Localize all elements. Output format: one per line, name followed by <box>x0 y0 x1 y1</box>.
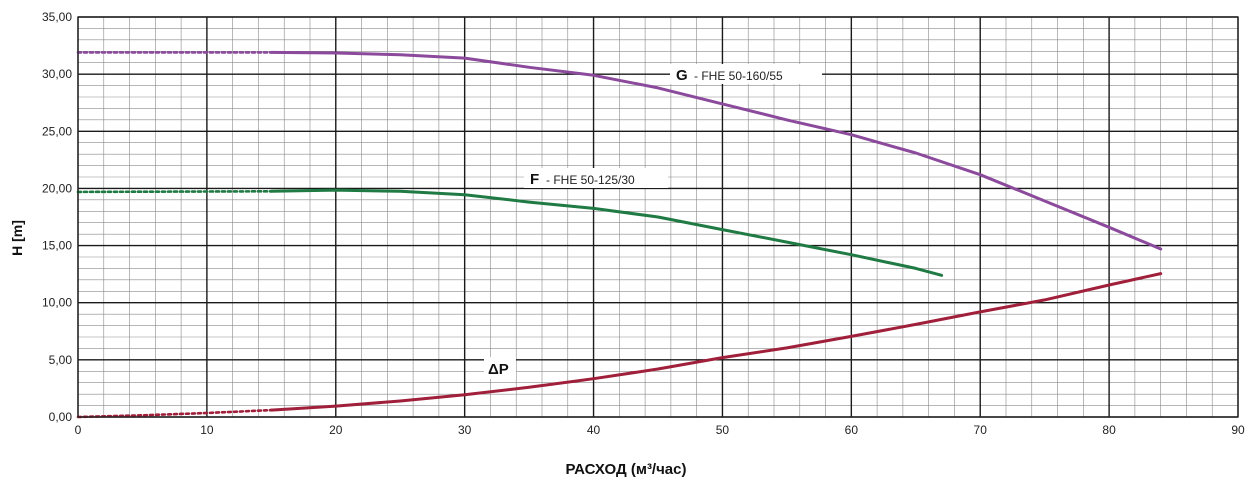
curve-label-f-model: - FHE 50-125/30 <box>546 173 635 187</box>
y-tick-label: 30,00 <box>42 67 72 81</box>
x-tick-label: 80 <box>1102 423 1116 437</box>
series-3-line <box>269 272 1163 412</box>
x-tick-labels: 0 10 20 30 40 50 60 70 80 90 <box>75 423 1245 437</box>
series-1-curve <box>76 50 1163 251</box>
curve-label-g: G - FHE 50-160/55 <box>670 64 822 84</box>
y-tick-label: 0,00 <box>49 410 73 424</box>
x-tick-label: 10 <box>200 423 214 437</box>
plot-frame <box>77 16 1239 418</box>
series-2-line <box>269 188 944 277</box>
curve-label-f-code: F <box>530 171 539 188</box>
curve-label-g-code: G <box>676 67 688 84</box>
x-tick-label: 0 <box>75 423 82 437</box>
x-tick-label: 30 <box>458 423 472 437</box>
curve-label-dp-code: ΔP <box>488 361 509 378</box>
series-3-curve <box>76 272 1163 419</box>
y-tick-label: 5,00 <box>49 353 73 367</box>
curve-labels: G - FHE 50-160/55 F - FHE 50-125/30 ΔP <box>484 64 822 379</box>
x-tick-label: 40 <box>587 423 601 437</box>
series-1-line <box>269 50 1163 251</box>
x-tick-label: 20 <box>329 423 343 437</box>
y-tick-label: 20,00 <box>42 181 72 195</box>
y-tick-label: 10,00 <box>42 296 72 310</box>
x-tick-label: 60 <box>845 423 859 437</box>
curve-label-g-model: - FHE 50-160/55 <box>694 69 783 83</box>
x-tick-label: 70 <box>974 423 988 437</box>
series-2-dashed-segment <box>76 190 273 194</box>
x-axis-title: РАСХОД (м³/час) <box>566 461 687 478</box>
curve-label-f: F - FHE 50-125/30 <box>524 168 668 188</box>
y-axis-title: H [m] <box>9 220 25 256</box>
series-2-curve <box>76 188 944 277</box>
series-layer <box>76 50 1163 419</box>
y-tick-label: 15,00 <box>42 239 72 253</box>
y-tick-label: 25,00 <box>42 124 72 138</box>
series-3-dashed-segment <box>76 408 273 419</box>
minor-grid <box>78 17 1238 417</box>
y-tick-labels: 0,00 5,00 10,00 15,00 20,00 25,00 30,00 35,00 <box>42 10 72 424</box>
x-tick-label: 90 <box>1231 423 1245 437</box>
curve-label-dp: ΔP <box>484 357 516 379</box>
y-tick-label: 35,00 <box>42 10 72 24</box>
x-tick-label: 50 <box>716 423 730 437</box>
